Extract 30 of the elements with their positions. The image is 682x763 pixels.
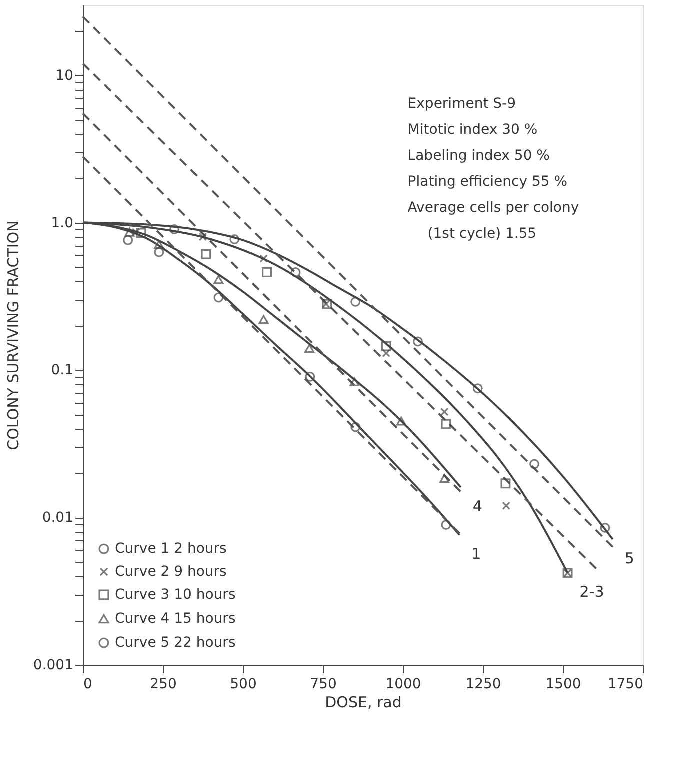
annotation: (1st cycle) 1.55 — [428, 226, 537, 242]
legend-label: Curve 5 22 hours — [115, 635, 236, 651]
x-tick-label: 250 — [150, 676, 177, 692]
y-tick-label: 0.1 — [51, 362, 74, 379]
y-tick-label: 0.01 — [42, 510, 74, 526]
x-tick-label: 1250 — [466, 676, 502, 692]
annotation: Labeling index 50 % — [408, 148, 550, 164]
y-tick-label: 1.0 — [51, 215, 74, 232]
annotation: Mitotic index 30 % — [408, 122, 538, 138]
x-axis-title: DOSE, rad — [325, 694, 402, 712]
annotation: Plating efficiency 55 % — [408, 174, 568, 190]
annotation: 2-3 — [580, 583, 604, 602]
x-tick-label: 1000 — [386, 676, 422, 692]
x-tick-label: 0 — [84, 676, 92, 692]
annotation: Average cells per colony — [408, 200, 580, 216]
annotation: 1 — [472, 545, 482, 564]
y-tick-label: 10 — [56, 68, 74, 84]
legend-label: Curve 2 9 hours — [115, 564, 227, 580]
y-axis-title: COLONY SURVIVING FRACTION — [4, 220, 22, 450]
legend-label: Curve 4 15 hours — [115, 611, 236, 627]
legend-label: Curve 3 10 hours — [115, 587, 236, 603]
annotation: 5 — [624, 550, 634, 568]
x-tick-label: 1500 — [546, 676, 582, 692]
x-tick-label: 750 — [310, 676, 337, 692]
x-tick-label: 500 — [230, 676, 257, 692]
annotation: 4 — [472, 497, 482, 516]
legend-label: Curve 1 2 hours — [115, 541, 227, 557]
x-tick-label: 1750 — [608, 676, 644, 692]
y-tick-label: 0.001 — [33, 658, 74, 674]
annotation: Experiment S-9 — [408, 96, 516, 112]
